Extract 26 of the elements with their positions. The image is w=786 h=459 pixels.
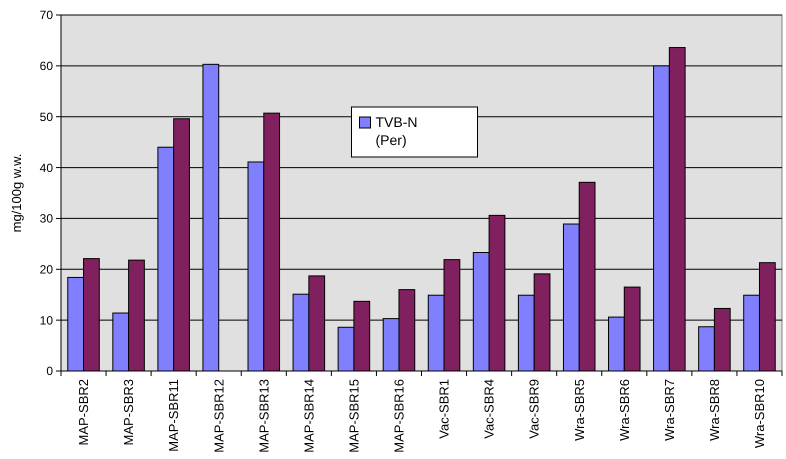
x-tick-label: Wra-SBR7 bbox=[662, 379, 677, 441]
y-tick-label: 60 bbox=[40, 59, 54, 74]
x-tick-label: Vac-SBR1 bbox=[436, 379, 452, 439]
y-tick-label: 10 bbox=[40, 313, 54, 328]
x-tick-label: MAP-SBR3 bbox=[121, 379, 136, 446]
x-tick-label: MAP-SBR14 bbox=[301, 379, 316, 453]
x-tick-label: Wra-SBR8 bbox=[706, 379, 722, 441]
y-axis-title: mg/100g w.w. bbox=[9, 154, 24, 232]
y-tick-label: 20 bbox=[40, 262, 54, 276]
x-tick-label: MAP-SBR13 bbox=[256, 379, 272, 453]
x-tick-label: MAP-SBR11 bbox=[166, 379, 182, 452]
x-tick-label: Wra-SBR10 bbox=[752, 379, 768, 448]
x-tick-label: Vac-SBR4 bbox=[482, 379, 497, 439]
x-tick-label: MAP-SBR12 bbox=[211, 379, 226, 453]
y-tick-label: 70 bbox=[40, 8, 54, 22]
x-tick-label: MAP-SBR15 bbox=[346, 379, 362, 453]
x-tick-label: MAP-SBR2 bbox=[76, 379, 92, 446]
legend-label: TVB-N (Per) bbox=[376, 114, 418, 148]
y-tick-label: 30 bbox=[40, 212, 54, 226]
y-tick-label: 0 bbox=[46, 364, 54, 378]
x-tick-label: Wra-SBR5 bbox=[572, 379, 587, 441]
y-tick-label: 50 bbox=[40, 110, 54, 124]
y-tick-label: 40 bbox=[40, 160, 54, 175]
x-tick-label: Wra-SBR6 bbox=[616, 379, 632, 441]
x-tick-label: MAP-SBR16 bbox=[392, 379, 407, 453]
x-tick-label: Vac-SBR9 bbox=[526, 379, 542, 439]
